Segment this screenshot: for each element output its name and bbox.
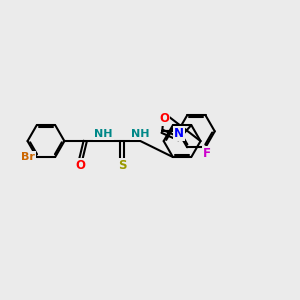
Text: O: O — [76, 159, 86, 172]
Text: N: N — [174, 127, 184, 140]
Text: F: F — [203, 147, 211, 160]
Text: NH: NH — [94, 129, 113, 139]
Text: NH: NH — [131, 129, 150, 139]
Text: O: O — [159, 112, 169, 125]
Text: S: S — [118, 159, 126, 172]
Text: Br: Br — [22, 152, 35, 162]
